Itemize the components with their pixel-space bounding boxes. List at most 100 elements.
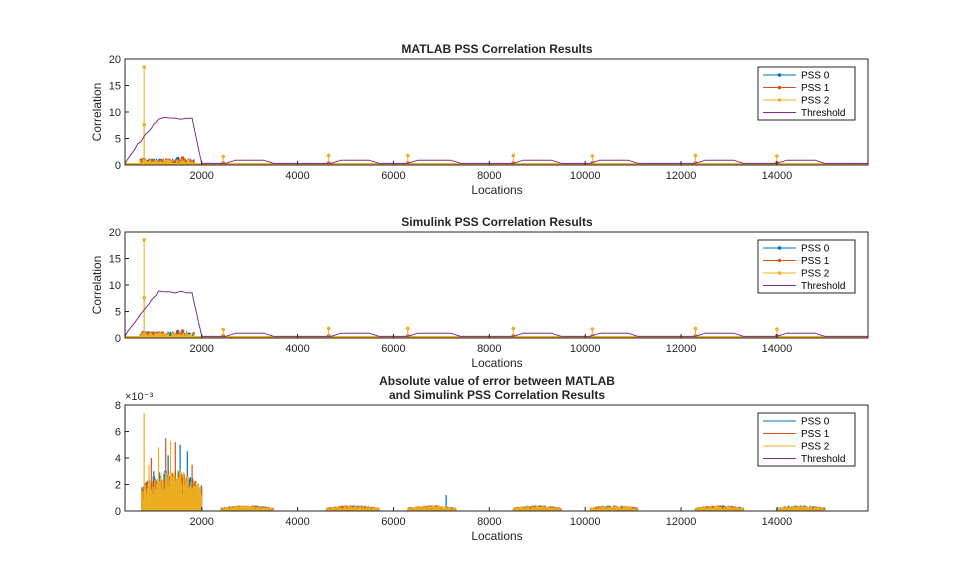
legend-label: Threshold: [801, 454, 845, 465]
data-point: [326, 326, 331, 331]
data-point: [142, 295, 146, 300]
plot-data: [124, 65, 868, 166]
y-tick-label: 6: [115, 427, 121, 439]
x-axis-label: Locations: [471, 183, 522, 197]
y-tick-label: 15: [109, 81, 121, 93]
legend-label: PSS 1: [801, 83, 830, 94]
x-tick-label: 12000: [666, 343, 697, 355]
y-axis-label: Correlation: [90, 256, 104, 315]
x-tick-label: 10000: [570, 170, 601, 182]
y-tick-label: 0: [115, 160, 121, 172]
legend-marker: [777, 73, 782, 77]
data-point: [180, 329, 185, 333]
data-point: [142, 65, 146, 69]
legend-label: PSS 0: [801, 417, 830, 428]
threshold-line: [201, 332, 274, 337]
x-tick-label: 4000: [285, 516, 309, 528]
data-point: [180, 156, 185, 160]
y-tick-label: 15: [109, 254, 121, 266]
subplot-simulink: Simulink PSS Correlation Results 2000 400…: [90, 215, 869, 370]
plot-area: [125, 59, 868, 165]
x-tick-label: 14000: [762, 516, 793, 528]
legend-box: [757, 66, 856, 121]
data-point: [326, 153, 331, 158]
data-point: [775, 327, 779, 331]
legend-box: [757, 239, 856, 294]
legend-marker: [777, 98, 782, 102]
x-tick-label: 4000: [285, 343, 309, 355]
data-point: [406, 326, 410, 331]
plot-title: Simulink PSS Correlation Results: [401, 215, 593, 229]
plot-area: [125, 232, 868, 338]
threshold-line: [637, 159, 744, 164]
plot-title-line2: and Simulink PSS Correlation Results: [389, 388, 605, 402]
x-tick-label: 14000: [762, 343, 793, 355]
threshold-line: [743, 332, 868, 337]
threshold-line: [379, 159, 461, 164]
legend-label: PSS 0: [801, 244, 830, 255]
axis-ticks: 2000 4000 6000 8000 10000 12000 14000 0 5 10 15 20: [109, 54, 792, 182]
threshold-line: [460, 332, 562, 337]
data-point: [142, 122, 146, 127]
data-point: [775, 154, 779, 158]
axis-ticks: 2000 4000 6000 8000 10000 12000 14000 0 5 10 15 20: [109, 227, 792, 355]
plot-area: [125, 405, 868, 511]
data-point: [142, 238, 146, 242]
legend-label: PSS 1: [801, 256, 830, 267]
y-tick-label: 4: [115, 453, 121, 465]
y-tick-label: 0: [115, 333, 121, 345]
data-point: [221, 154, 226, 159]
x-tick-label: 10000: [570, 343, 601, 355]
plot-title: MATLAB PSS Correlation Results: [401, 42, 592, 56]
legend-label: PSS 2: [801, 96, 830, 107]
x-tick-label: 2000: [189, 170, 213, 182]
x-tick-label: 8000: [477, 516, 501, 528]
y-tick-label: 5: [115, 307, 121, 319]
x-tick-label: 8000: [477, 170, 501, 182]
threshold-line: [273, 159, 380, 164]
threshold-line: [743, 159, 868, 164]
y-axis-label: Correlation: [90, 83, 104, 142]
x-tick-label: 4000: [285, 170, 309, 182]
x-tick-label: 6000: [381, 516, 405, 528]
data-point: [693, 153, 698, 158]
subplot-error: Absolute value of error between MATLAB a…: [115, 374, 869, 543]
plot-data: [124, 238, 868, 339]
x-tick-label: 6000: [381, 343, 405, 355]
series-noise: [139, 332, 195, 338]
y-tick-label: 20: [109, 227, 121, 239]
threshold-line: [637, 332, 744, 337]
x-tick-label: 8000: [477, 343, 501, 355]
series-noise: [139, 159, 195, 165]
threshold-line: [561, 159, 639, 164]
legend-label: Threshold: [801, 108, 845, 119]
legend-marker: [777, 258, 782, 263]
legend-marker: [777, 271, 782, 275]
legend-label: PSS 2: [801, 442, 830, 453]
legend-box: [757, 412, 856, 467]
y-tick-label: 5: [115, 134, 121, 146]
data-point: [511, 153, 516, 158]
axis-ticks: 2000 4000 6000 8000 10000 12000 14000 0 2 4 6 8: [115, 400, 792, 528]
x-tick-label: 14000: [762, 170, 793, 182]
y-tick-label: 20: [109, 54, 121, 66]
y-exponent-label: ×10⁻³: [125, 391, 153, 403]
threshold-line: [460, 159, 562, 164]
plot-title: Absolute value of error between MATLAB: [379, 374, 615, 388]
legend-label: PSS 2: [801, 269, 830, 280]
legend-label: PSS 0: [801, 71, 830, 82]
series-noise: [141, 470, 826, 511]
data-point: [590, 327, 595, 331]
x-tick-label: 2000: [189, 343, 213, 355]
legend-label: Threshold: [801, 281, 845, 292]
y-tick-label: 8: [115, 400, 121, 412]
data-point: [693, 326, 698, 331]
threshold-line: [124, 116, 203, 164]
data-point: [511, 326, 516, 331]
legend-marker: [777, 246, 782, 250]
x-tick-label: 12000: [666, 170, 697, 182]
x-tick-label: 12000: [666, 516, 697, 528]
y-tick-label: 2: [115, 480, 121, 492]
